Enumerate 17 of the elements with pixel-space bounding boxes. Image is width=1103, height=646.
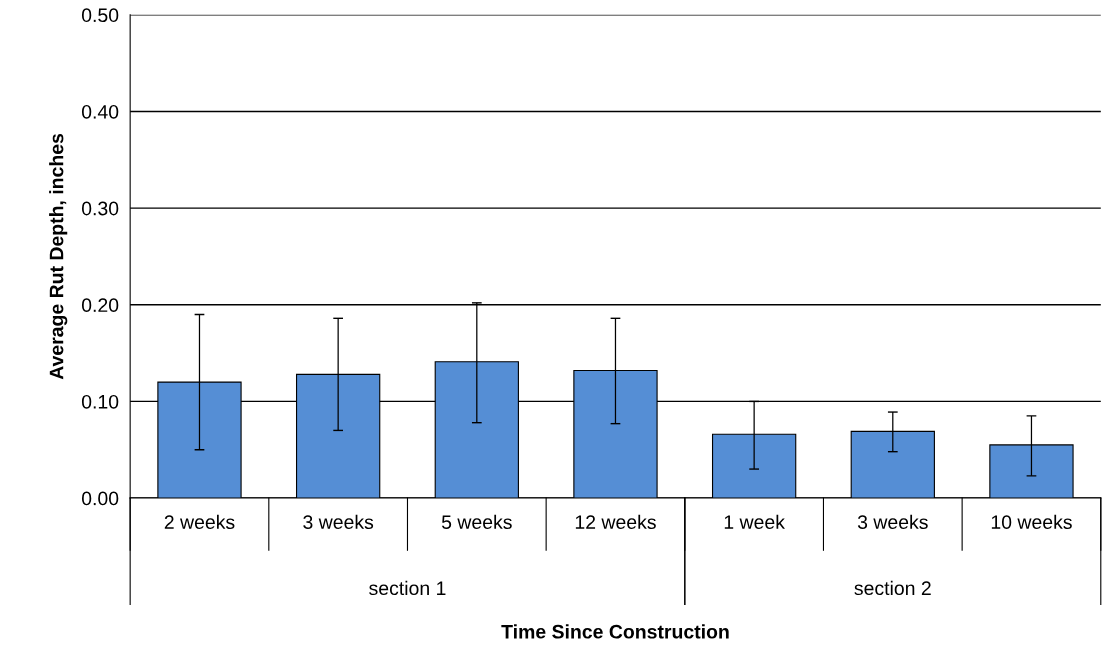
- x-axis-title: Time Since Construction: [501, 624, 729, 639]
- x-tick-label: 10 weeks: [991, 514, 1072, 530]
- y-tick-label: 0.00: [81, 491, 119, 506]
- y-tick-label: 0.20: [81, 298, 119, 313]
- y-tick-label: 0.30: [81, 201, 119, 216]
- y-tick-label: 0.10: [81, 394, 119, 409]
- text: section 1: [369, 580, 446, 596]
- text: section 2: [854, 580, 931, 596]
- y-axis-title: Average Rut Depth, inches: [49, 133, 68, 380]
- x-tick-label: 1 week: [724, 514, 785, 530]
- x-tick-label: 2 weeks: [164, 514, 235, 530]
- y-tick-label: 0.40: [81, 104, 119, 119]
- x-tick-label: 3 weeks: [857, 514, 928, 530]
- x-tick-label: 3 weeks: [303, 514, 374, 530]
- x-tick-label: 5 weeks: [441, 514, 512, 530]
- x-tick-label: 12 weeks: [575, 514, 656, 530]
- y-tick-label: 0.50: [81, 8, 119, 23]
